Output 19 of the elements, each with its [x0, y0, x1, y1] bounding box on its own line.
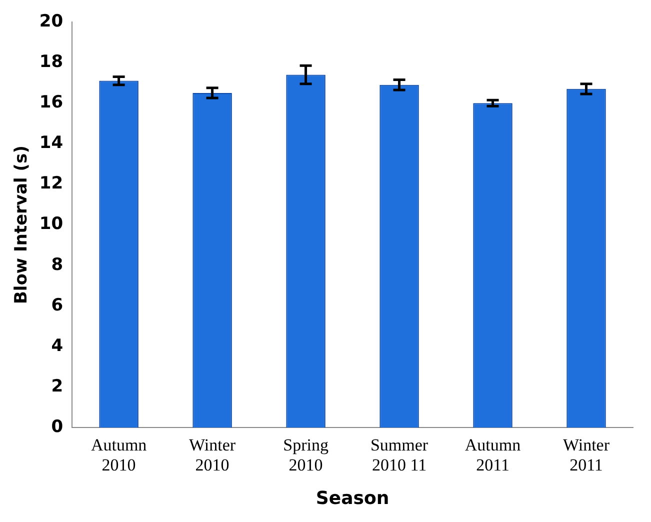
y-tick-label: 20 [39, 11, 64, 32]
x-tick-label: Summer 2010 11 [370, 435, 428, 475]
y-tick-label: 12 [39, 174, 64, 194]
x-tick-label: Winter 2011 [562, 435, 610, 475]
x-tick-label: Winter 2010 [189, 435, 236, 475]
y-tick-label: 2 [51, 376, 64, 396]
y-tick-label: 0 [51, 417, 64, 438]
y-tick-label: 16 [39, 92, 64, 113]
y-tick-label: 8 [51, 254, 64, 275]
x-tick-label: Spring 2010 [283, 435, 329, 475]
y-tick-label: 6 [51, 295, 64, 316]
y-tick-label: 18 [39, 52, 64, 72]
x-axis-title: Season [316, 488, 390, 509]
y-tick-label: 14 [39, 133, 64, 154]
y-tick-label: 10 [39, 214, 64, 234]
y-axis-title: Blow Interval (s) [12, 146, 32, 304]
x-tick-label: Autumn 2011 [464, 435, 522, 475]
y-tick-label: 4 [51, 336, 64, 356]
x-tick-label: Autumn 2010 [90, 435, 148, 475]
